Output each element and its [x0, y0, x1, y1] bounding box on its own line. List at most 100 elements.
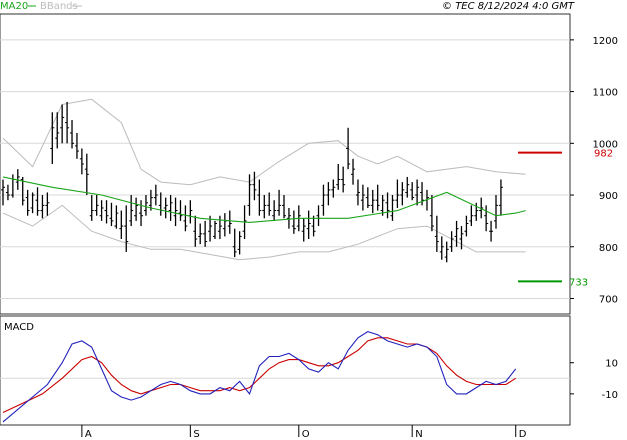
price-bar: [286, 207, 291, 229]
price-bar: [277, 189, 282, 216]
price-bar: [45, 192, 50, 216]
price-bar: [203, 220, 208, 247]
price-bar: [341, 166, 346, 193]
month-label: S: [193, 429, 199, 440]
price-bar: [326, 182, 331, 206]
price-bar: [252, 171, 257, 201]
price-bar: [365, 187, 370, 208]
price-bar: [237, 231, 242, 255]
price-bar: [306, 210, 311, 239]
price-bar: [168, 195, 173, 221]
price-bar: [479, 197, 484, 219]
price-bar: [114, 205, 119, 229]
price-bar: [212, 220, 217, 239]
price-tick-label: 1100: [593, 88, 618, 99]
price-tick-label: 800: [599, 243, 618, 254]
price-bar: [291, 210, 296, 234]
price-bar: [70, 120, 75, 149]
price-bar: [65, 101, 70, 144]
price-bar: [360, 184, 365, 211]
price-panel: [0, 13, 571, 315]
price-bar: [346, 127, 351, 170]
price-bar: [40, 195, 45, 219]
price-bar: [494, 195, 498, 229]
price-bar: [232, 228, 237, 258]
price-bar: [1, 179, 5, 206]
price-bar: [498, 179, 503, 216]
price-bar: [198, 223, 203, 245]
price-bar: [25, 189, 30, 216]
price-bar: [35, 187, 40, 216]
price-tick-label: 1200: [593, 36, 618, 47]
price-bar: [489, 220, 494, 242]
price-bar: [351, 158, 356, 185]
macd-lines: [2, 330, 517, 423]
price-bar: [30, 192, 35, 214]
price-bar: [74, 132, 79, 159]
price-bar: [55, 112, 60, 149]
price-bar: [5, 184, 10, 201]
price-bar: [208, 215, 213, 242]
price-bar: [109, 202, 114, 227]
legend-bbands-label: BBands: [40, 1, 78, 12]
macd-panel-frame: [0, 315, 571, 426]
price-bar: [459, 226, 464, 250]
price-bar: [444, 241, 449, 263]
price-axis: 700 800 900 1000 1100 1200: [570, 36, 618, 305]
price-bar: [119, 210, 124, 239]
macd-tick-label: -10: [602, 390, 618, 401]
price-bar: [410, 182, 415, 201]
price-bar: [104, 200, 109, 224]
price-bar: [355, 179, 360, 206]
price-bar: [439, 236, 444, 260]
macd-line: [2, 330, 517, 423]
price-bar: [282, 195, 287, 219]
copyright-text: © TEC 8/12/2024 4:0 GMT: [442, 1, 575, 12]
price-bar: [178, 200, 183, 221]
price-bars: [1, 101, 503, 263]
price-bar: [405, 176, 410, 198]
price-bar: [20, 176, 25, 206]
price-bar: [89, 195, 94, 221]
price-bar: [321, 184, 326, 216]
month-label: A: [85, 429, 92, 440]
price-bar: [84, 153, 89, 196]
price-bar: [434, 215, 439, 252]
price-bar: [139, 200, 144, 227]
macd-tick-label: 10: [605, 359, 618, 370]
price-bar: [163, 197, 168, 219]
price-bar: [385, 192, 390, 219]
price-bar: [227, 210, 232, 234]
resistance-level-label: 982: [594, 149, 613, 160]
price-bar: [301, 218, 306, 242]
ma20-polyline: [2, 176, 526, 223]
price-bar: [311, 215, 316, 237]
price-bar: [193, 215, 198, 247]
bb-upper-line: [2, 98, 526, 186]
price-bar: [380, 195, 385, 216]
price-bar: [257, 179, 262, 216]
price-bar: [469, 205, 474, 227]
month-label: D: [519, 429, 527, 440]
price-bar: [148, 189, 153, 211]
price-tick-label: 1000: [593, 139, 618, 150]
price-bar: [449, 231, 454, 252]
price-bar: [262, 195, 267, 219]
price-bar: [390, 195, 395, 221]
macd-axis: 10 -10: [570, 359, 618, 401]
price-bar: [454, 220, 459, 247]
price-bar: [247, 174, 252, 216]
price-tick-label: 700: [599, 294, 618, 305]
price-bar: [464, 215, 469, 237]
legend-ma20-label: MA20: [0, 1, 28, 12]
price-bar: [370, 189, 375, 214]
price-bar: [336, 164, 341, 190]
price-bar: [267, 192, 272, 216]
price-bar: [331, 179, 336, 198]
price-bar: [484, 205, 489, 232]
price-bar: [60, 104, 65, 144]
macd-title: MACD: [4, 322, 34, 333]
